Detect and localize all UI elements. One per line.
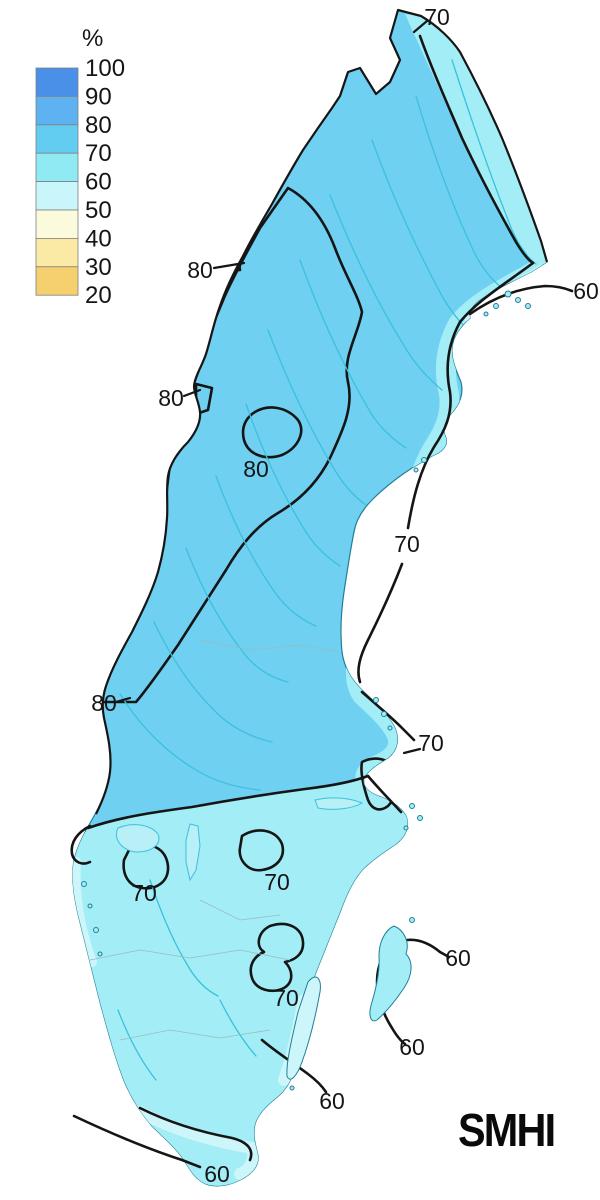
enclave-north-70-80 [241, 406, 303, 459]
contour-label: 60 [204, 1161, 230, 1187]
legend-tick: 20 [85, 282, 112, 309]
island-oland [286, 976, 321, 1080]
legend-tick: 30 [85, 254, 112, 281]
contour-label: 80 [243, 456, 269, 482]
label-ticks [114, 19, 429, 755]
region-south-60-70 [72, 776, 430, 1186]
contour-label: 60 [445, 945, 471, 971]
legend: % 100 90 80 70 60 50 40 30 20 [35, 25, 125, 309]
contour-label: 70 [264, 869, 290, 895]
legend-swatch [35, 237, 79, 268]
legend-swatch [35, 96, 79, 126]
contour-label: 60 [573, 278, 599, 304]
legend-tick: 100 [85, 55, 125, 82]
contour-label: 80 [91, 690, 117, 716]
isolines [70, 34, 574, 1169]
rivers [117, 59, 537, 1081]
islands [81, 290, 531, 1091]
legend-swatch [35, 181, 79, 211]
county-borders [89, 639, 341, 1041]
contour-label: 70 [394, 531, 420, 557]
contour-label: 60 [399, 1034, 425, 1060]
lakes [116, 797, 364, 882]
archipelago-dots [81, 290, 531, 1091]
legend-swatch [35, 266, 79, 296]
contour-label: 70 [131, 880, 157, 906]
contour-label: 60 [319, 1088, 345, 1114]
legend-tick: 40 [85, 225, 112, 252]
contour-label: 80 [187, 257, 213, 283]
island-gotland [369, 925, 412, 1022]
contour-labels: 70 80 60 80 80 70 80 70 70 70 60 70 60 6… [91, 4, 599, 1187]
smhi-logo-text: SMHI [458, 1105, 554, 1157]
legend-tick: 70 [85, 140, 112, 167]
national-border [95, 8, 549, 815]
legend-tick: 80 [85, 112, 112, 139]
legend-swatch [35, 124, 79, 154]
contour-label: 80 [158, 385, 184, 411]
legend-tick: 60 [85, 169, 112, 196]
legend-title: % [82, 25, 103, 52]
legend-swatch [35, 209, 79, 239]
contour-label: 70 [273, 985, 299, 1011]
legend-swatch [35, 67, 79, 97]
contour-label: 70 [424, 4, 450, 30]
legend-tick: 90 [85, 83, 112, 110]
smhi-logo: SMHI [458, 1105, 556, 1157]
contour-label: 70 [418, 730, 444, 756]
legend-swatch [35, 152, 79, 182]
legend-tick: 50 [85, 197, 112, 224]
